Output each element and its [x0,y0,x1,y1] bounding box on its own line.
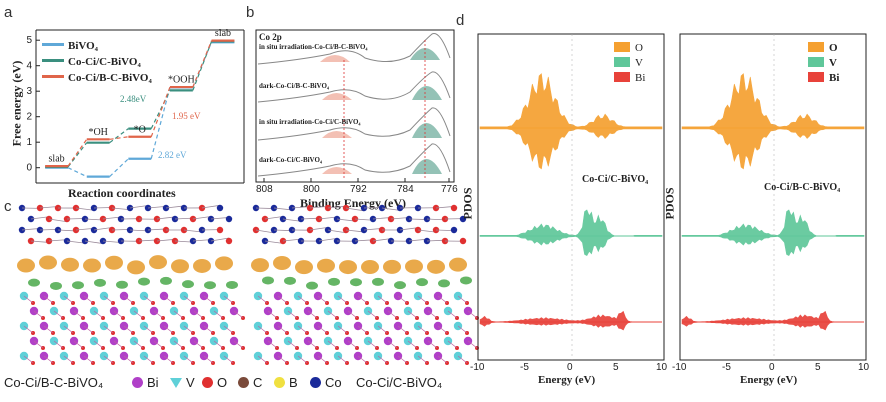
d-ylabel-right: PDOS [662,187,677,220]
d-left-title: Co-Ci/C-BiVO₄ [582,174,649,185]
d-right-xtick-0: -10 [672,362,687,373]
a-series [45,39,235,178]
b-xtick-2: 792 [350,184,367,195]
a-y-ticks: 0 1 2 3 4 5 [26,35,40,174]
a-step-label-1: *OH [88,127,107,138]
a-legend-0: BiVO₄ [68,40,98,52]
c-left-label: Co-Ci/B-C-BiVO₄ [4,375,104,390]
d-left-xticks: -10 -5 0 5 10 [470,362,670,374]
a-ylabel: Free energy (eV) [9,60,24,147]
d-right-xtick-4: 10 [858,362,870,373]
d-left-legend-swatch-v [614,57,630,67]
d-right-xtick-1: -5 [722,362,731,373]
d-right-legend-o: O [829,42,838,54]
a-xlabel: Reaction coordinates [68,186,176,200]
b-xtick-0: 808 [256,184,273,195]
d-right-title: Co-Ci/B-C-BiVO₄ [764,182,841,193]
a-step-labels: slab *OH *O *OOH slab [49,28,232,164]
a-ytick-label: 1 [26,137,32,148]
b-spectrum-label-3: in situ irradiation-Co-Ci/C-BiVO₄ [259,118,361,126]
a-connector-2-1 [67,138,88,167]
d-right-legend-swatch-o [808,42,824,52]
a-connector-1-1 [67,142,88,168]
c-legend-o: O [202,375,227,390]
d-left-legend-bi: Bi [635,72,646,84]
d-right-legend-swatch-v [808,57,824,67]
a-ytick-label: 4 [26,61,32,72]
d-right-legend: O V Bi [808,42,839,87]
a-legend-swatch-0 [42,43,64,46]
d-left-xtick-4: 10 [656,362,668,373]
d-left-xtick-2: 0 [567,362,573,373]
a-legend-2: Co-Ci/B-C-BiVO₄ [68,72,152,84]
a-step-label-4: slab [215,28,231,39]
b-xlabel: Binding Energy (eV) [300,196,407,210]
panel-c-letter: c [4,198,12,215]
d-left-xtick-1: -5 [520,362,529,373]
a-annot-0: 2.48eV [120,94,147,104]
a-ytick-label: 5 [26,35,32,46]
c-legend-b-label: B [289,375,298,390]
c-legend-v: V [170,375,195,390]
b-spectrum-label-4: dark-Co-Ci/C-BiVO₄ [259,156,323,164]
a-annot-2: 2.82 eV [158,150,187,160]
d-left-legend-swatch-o [614,42,630,52]
c-legend-o-label: O [217,375,228,390]
d-right-legend-bi: Bi [829,72,840,84]
a-legend: BiVO₄ Co-Ci/C-BiVO₄ Co-Ci/B-C-BiVO₄ [42,36,152,84]
c-legend-bi: Bi [132,375,159,390]
d-left-legend: O V Bi [614,42,645,87]
d-left-legend-o: O [635,42,643,54]
d-right-xtick-3: 5 [815,362,821,373]
a-annot-1: 1.95 eV [172,111,201,121]
a-ytick-label: 0 [26,163,32,174]
a-legend-1: Co-Ci/C-BiVO₄ [68,56,141,68]
c-legend-bi-label: Bi [147,375,159,390]
b-spectrum-label-1: in situ irradiation-Co-Ci/B-C-BiVO₄ [259,43,368,51]
c-legend-co-label: Co [325,375,342,390]
a-connector-2-2 [109,136,129,140]
a-legend-swatch-1 [42,59,64,62]
c-legend-c-label: C [253,375,263,390]
a-ytick-label: 2 [26,112,32,123]
a-connector-0-3 [150,87,171,159]
a-step-label-0: slab [49,154,65,165]
b-spectrum-label-2: dark-Co-Ci/B-C-BiVO₄ [259,82,330,90]
c-legend-c: C [238,375,262,390]
c-legend-v-label: V [186,375,195,390]
a-connector-1-2 [109,128,129,144]
b-xtick-4: 776 [441,184,458,195]
d-right-xticks: -10 -5 0 5 10 [672,362,872,374]
d-left-legend-swatch-bi [614,72,630,82]
a-connector-2-4 [192,40,213,88]
d-right-legend-v: V [829,57,837,69]
a-ytick-label: 3 [26,86,32,97]
d-left-xtick-3: 5 [613,362,619,373]
a-connector-1-4 [192,41,213,91]
a-connector-0-2 [109,158,129,178]
d-right-legend-swatch-bi [808,72,824,82]
c-right-label: Co-Ci/C-BiVO₄ [356,375,443,390]
d-xlabel-left: Energy (eV) [538,374,596,386]
a-step-label-3: *OOH [168,75,195,86]
a-connector-2-3 [150,86,171,137]
c-atom-legend: Co-Ci/B-C-BiVO₄ Bi V O C B Co Co-Ci/C-Bi… [0,372,470,394]
b-xtick-3: 784 [397,184,414,195]
a-legend-swatch-2 [42,75,64,78]
d-xlabel-right: Energy (eV) [740,374,798,386]
d-left-xtick-0: -10 [470,362,485,373]
b-xtick-1: 800 [303,184,320,195]
panel-d-letter: d [456,12,465,29]
d-ylabel-left: PDOS [460,187,475,220]
c-legend-b: B [274,375,298,390]
panel-b-letter: b [246,4,255,21]
panel-a-letter: a [4,4,13,21]
a-step-label-2: *O [134,124,146,135]
d-left-legend-v: V [635,57,643,69]
a-connector-0-1 [67,167,88,178]
b-element: Co 2p [259,32,282,42]
d-right-xtick-2: 0 [769,362,775,373]
c-legend-co: Co [310,375,342,390]
